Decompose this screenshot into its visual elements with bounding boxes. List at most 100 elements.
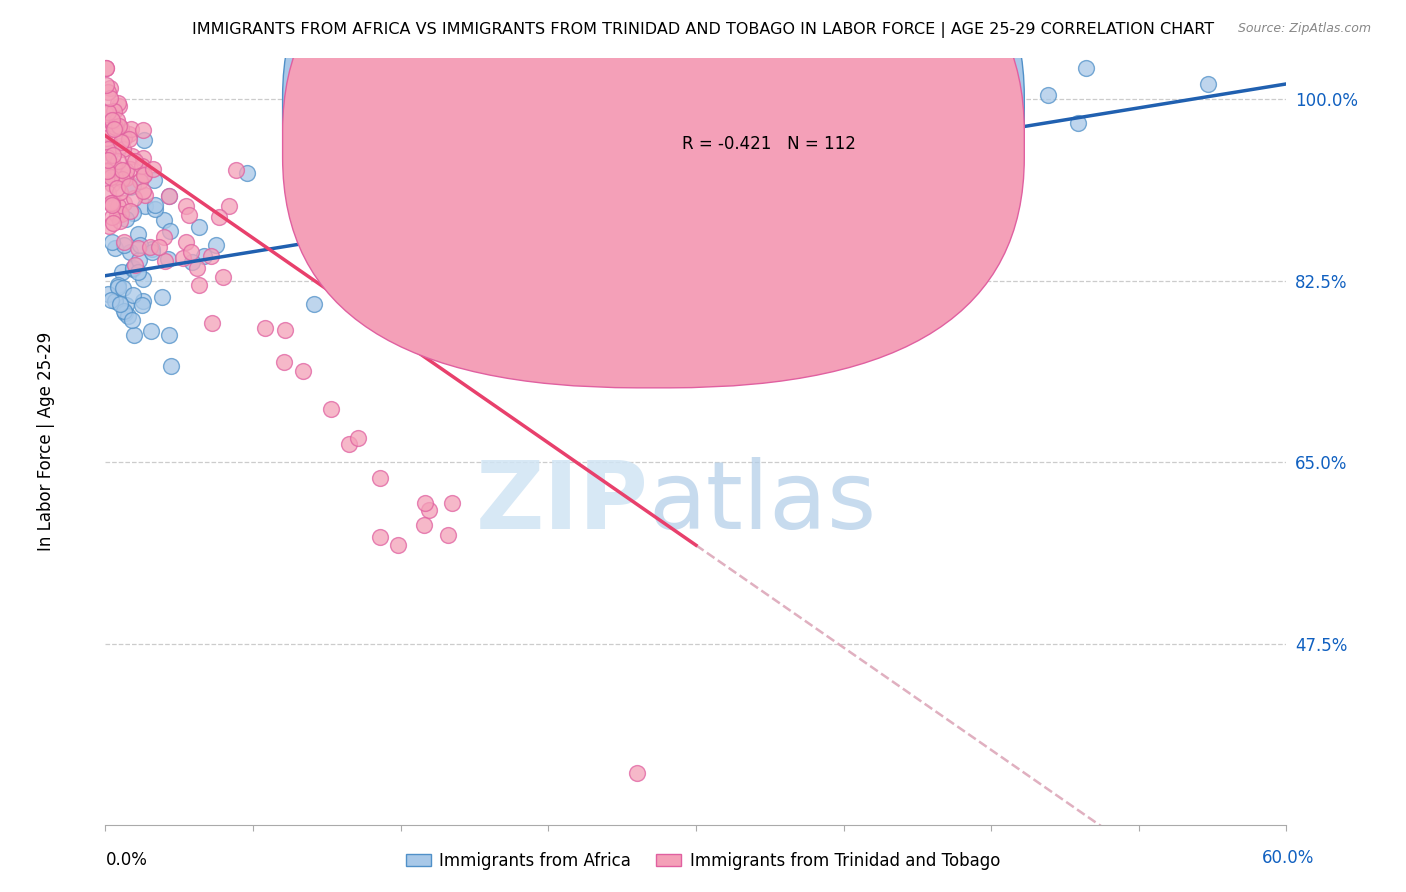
- Point: [128, 238, 150, 252]
- Point: [110, 120, 132, 135]
- Point: [967, 98, 990, 112]
- Point: [97, 219, 120, 234]
- Point: [100, 293, 122, 307]
- Point: [100, 115, 122, 129]
- Point: [118, 179, 141, 194]
- FancyBboxPatch shape: [619, 77, 921, 173]
- Point: [101, 210, 124, 224]
- Point: [111, 142, 134, 156]
- Point: [177, 208, 200, 222]
- Point: [101, 196, 124, 211]
- Point: [131, 151, 153, 165]
- Point: [105, 112, 128, 127]
- Point: [96, 62, 118, 76]
- Point: [1067, 116, 1090, 130]
- Point: [118, 127, 141, 141]
- Point: [141, 245, 163, 260]
- Point: [200, 249, 222, 263]
- Point: [120, 122, 142, 136]
- Point: [142, 173, 165, 187]
- Point: [785, 141, 807, 155]
- Point: [134, 199, 156, 213]
- Point: [187, 278, 209, 293]
- Point: [98, 146, 121, 161]
- Point: [508, 156, 530, 170]
- Text: Source: ZipAtlas.com: Source: ZipAtlas.com: [1237, 22, 1371, 36]
- Point: [160, 359, 183, 373]
- Point: [101, 112, 124, 127]
- Point: [810, 93, 832, 107]
- Point: [100, 91, 122, 105]
- Point: [103, 159, 125, 173]
- Point: [186, 260, 208, 275]
- Point: [117, 309, 139, 323]
- Point: [132, 184, 155, 198]
- Point: [96, 62, 118, 76]
- Point: [364, 253, 387, 268]
- Point: [225, 163, 247, 178]
- Point: [108, 119, 131, 133]
- Point: [97, 105, 120, 120]
- Point: [894, 135, 917, 149]
- Point: [134, 168, 156, 182]
- Point: [110, 135, 132, 149]
- Point: [134, 133, 156, 147]
- Point: [96, 163, 118, 178]
- Point: [907, 102, 929, 116]
- Point: [105, 180, 128, 194]
- Point: [159, 224, 181, 238]
- Point: [141, 242, 163, 256]
- Point: [114, 306, 136, 320]
- Point: [143, 202, 166, 216]
- Point: [204, 238, 226, 252]
- Legend: Immigrants from Africa, Immigrants from Trinidad and Tobago: Immigrants from Africa, Immigrants from …: [399, 846, 1007, 877]
- Point: [132, 293, 155, 308]
- Point: [273, 355, 295, 369]
- Point: [124, 154, 146, 169]
- Point: [104, 294, 127, 309]
- Point: [121, 205, 143, 219]
- Point: [153, 229, 176, 244]
- Point: [100, 114, 122, 128]
- Point: [626, 766, 648, 780]
- Point: [148, 240, 170, 254]
- Point: [96, 150, 118, 164]
- Point: [440, 496, 463, 510]
- Point: [846, 127, 869, 141]
- Point: [661, 162, 683, 177]
- Point: [131, 159, 153, 173]
- Text: atlas: atlas: [648, 457, 877, 549]
- Point: [121, 288, 143, 302]
- Text: R = -0.421   N = 112: R = -0.421 N = 112: [682, 135, 856, 153]
- Point: [127, 242, 149, 256]
- Point: [112, 304, 135, 318]
- Point: [201, 316, 224, 330]
- Point: [1038, 87, 1060, 102]
- Point: [107, 153, 129, 168]
- Point: [413, 496, 436, 510]
- Point: [122, 260, 145, 275]
- Point: [131, 298, 153, 312]
- Point: [932, 163, 955, 178]
- Point: [103, 122, 125, 136]
- Point: [387, 538, 409, 552]
- Point: [100, 196, 122, 211]
- Point: [288, 145, 311, 159]
- Point: [305, 252, 328, 266]
- Point: [107, 96, 129, 111]
- Point: [108, 214, 131, 228]
- Point: [101, 178, 124, 192]
- Point: [368, 471, 391, 485]
- Point: [134, 187, 156, 202]
- Point: [108, 296, 131, 310]
- Point: [111, 172, 134, 186]
- Point: [122, 191, 145, 205]
- Text: In Labor Force | Age 25-29: In Labor Force | Age 25-29: [38, 332, 55, 551]
- Point: [157, 328, 180, 343]
- Point: [120, 244, 142, 259]
- Point: [884, 166, 907, 180]
- Point: [120, 161, 142, 176]
- Point: [426, 124, 449, 138]
- Point: [211, 270, 233, 285]
- Point: [107, 199, 129, 213]
